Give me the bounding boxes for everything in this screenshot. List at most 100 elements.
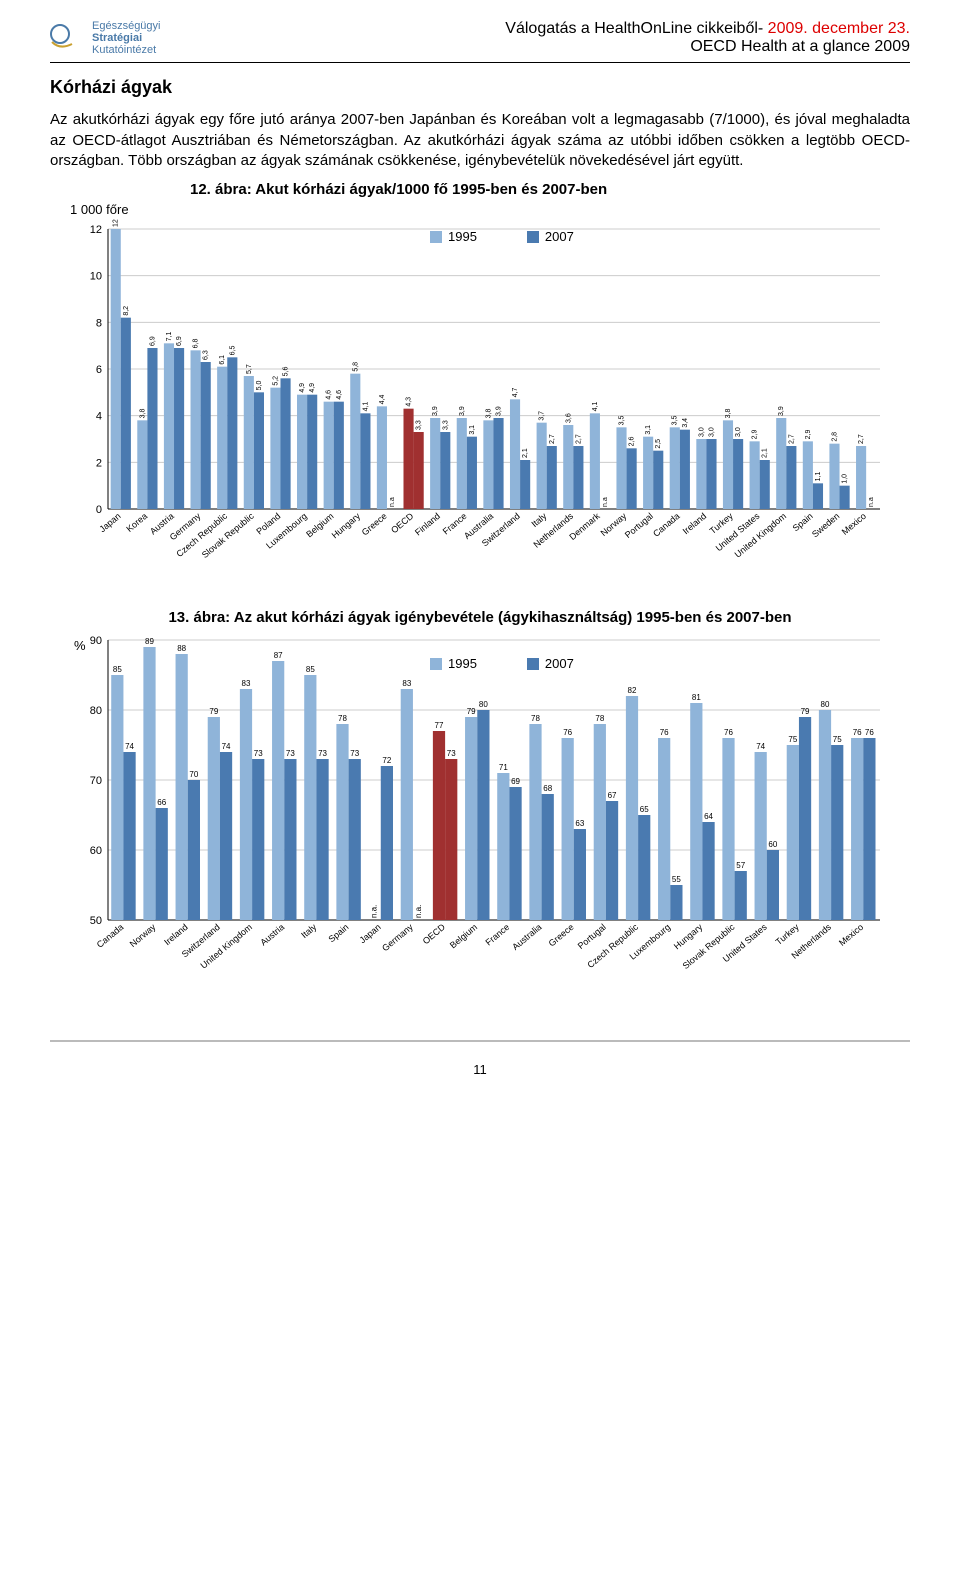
svg-text:88: 88 bbox=[177, 644, 186, 653]
svg-text:5,7: 5,7 bbox=[246, 364, 253, 374]
svg-text:85: 85 bbox=[306, 665, 315, 674]
svg-text:89: 89 bbox=[145, 637, 154, 646]
chart1-svg: 02468101212,08,2Japan3,86,9Korea7,16,9Au… bbox=[70, 219, 890, 599]
svg-text:2,7: 2,7 bbox=[858, 434, 865, 444]
svg-text:6,8: 6,8 bbox=[193, 339, 200, 349]
svg-text:60: 60 bbox=[768, 840, 777, 849]
svg-text:2,7: 2,7 bbox=[549, 434, 556, 444]
page-header: Egészségügyi Stratégiai Kutatóintézet Vá… bbox=[50, 20, 910, 56]
svg-text:76: 76 bbox=[660, 728, 669, 737]
logo-icon bbox=[50, 24, 86, 52]
svg-text:50: 50 bbox=[90, 915, 102, 927]
svg-text:Italy: Italy bbox=[529, 511, 548, 530]
svg-text:80: 80 bbox=[90, 705, 102, 717]
svg-text:3,7: 3,7 bbox=[539, 411, 546, 421]
header-title-line2: OECD Health at a glance 2009 bbox=[505, 38, 910, 56]
svg-text:87: 87 bbox=[274, 651, 283, 660]
legend-label: 1995 bbox=[448, 229, 477, 244]
svg-text:75: 75 bbox=[788, 735, 797, 744]
chart1: 1995 2007 02468101212,08,2Japan3,86,9Kor… bbox=[70, 219, 890, 599]
svg-text:55: 55 bbox=[672, 875, 681, 884]
svg-text:73: 73 bbox=[254, 749, 263, 758]
svg-text:78: 78 bbox=[595, 714, 604, 723]
svg-text:Ireland: Ireland bbox=[681, 511, 709, 536]
svg-text:83: 83 bbox=[402, 679, 411, 688]
logo: Egészségügyi Stratégiai Kutatóintézet bbox=[50, 20, 161, 56]
svg-text:71: 71 bbox=[499, 763, 508, 772]
svg-text:Greece: Greece bbox=[360, 511, 389, 538]
svg-text:4,3: 4,3 bbox=[406, 397, 413, 407]
chart2-legend-2007: 2007 bbox=[527, 656, 574, 671]
svg-text:73: 73 bbox=[286, 749, 295, 758]
svg-text:5,2: 5,2 bbox=[272, 376, 279, 386]
logo-text: Egészségügyi Stratégiai Kutatóintézet bbox=[92, 20, 161, 56]
svg-text:Japan: Japan bbox=[357, 922, 382, 945]
svg-text:3,5: 3,5 bbox=[619, 416, 626, 426]
svg-text:8,2: 8,2 bbox=[123, 306, 130, 316]
footer-rule bbox=[50, 1040, 910, 1042]
svg-text:OECD: OECD bbox=[421, 922, 448, 947]
svg-text:Finland: Finland bbox=[413, 511, 442, 538]
svg-text:2,5: 2,5 bbox=[655, 439, 662, 449]
legend-box-icon bbox=[527, 231, 539, 243]
svg-text:73: 73 bbox=[318, 749, 327, 758]
svg-text:3,0: 3,0 bbox=[708, 427, 715, 437]
chart1-legend-1995: 1995 bbox=[430, 229, 477, 244]
svg-text:6,3: 6,3 bbox=[203, 350, 210, 360]
svg-text:81: 81 bbox=[692, 693, 701, 702]
svg-text:Norway: Norway bbox=[128, 922, 158, 950]
svg-text:73: 73 bbox=[350, 749, 359, 758]
svg-text:69: 69 bbox=[511, 777, 520, 786]
svg-text:74: 74 bbox=[756, 742, 765, 751]
chart2-legend: 1995 2007 bbox=[430, 656, 574, 671]
svg-text:78: 78 bbox=[338, 714, 347, 723]
chart1-caption: 12. ábra: Akut kórházi ágyak/1000 fő 199… bbox=[50, 181, 910, 198]
svg-text:Denmark: Denmark bbox=[567, 511, 602, 542]
svg-text:76: 76 bbox=[865, 728, 874, 737]
svg-text:2,8: 2,8 bbox=[831, 432, 838, 442]
svg-text:63: 63 bbox=[575, 819, 584, 828]
svg-text:Canada: Canada bbox=[651, 511, 682, 539]
svg-text:3,1: 3,1 bbox=[645, 425, 652, 435]
svg-text:4,9: 4,9 bbox=[299, 383, 306, 393]
svg-text:4: 4 bbox=[96, 411, 102, 423]
chart2-caption: 13. ábra: Az akut kórházi ágyak igénybev… bbox=[50, 609, 910, 626]
chart1-legend: 1995 2007 bbox=[430, 229, 574, 244]
svg-text:Italy: Italy bbox=[299, 922, 318, 941]
svg-text:0: 0 bbox=[96, 504, 102, 516]
svg-text:76: 76 bbox=[853, 728, 862, 737]
chart2: % 1995 2007 50607080908574Canada8966Norw… bbox=[70, 630, 890, 1010]
chart2-legend-1995: 1995 bbox=[430, 656, 477, 671]
svg-text:Mexico: Mexico bbox=[837, 922, 865, 948]
svg-text:2,1: 2,1 bbox=[762, 448, 769, 458]
header-title-prefix: Válogatás a HealthOnLine cikkeiből- bbox=[505, 20, 767, 37]
svg-text:n.a: n.a bbox=[868, 497, 875, 507]
section-title: Kórházi ágyak bbox=[50, 77, 910, 98]
svg-text:70: 70 bbox=[90, 775, 102, 787]
svg-text:3,1: 3,1 bbox=[469, 425, 476, 435]
svg-text:1,0: 1,0 bbox=[842, 474, 849, 484]
svg-text:Belgium: Belgium bbox=[448, 922, 479, 951]
header-title-line1: Válogatás a HealthOnLine cikkeiből- 2009… bbox=[505, 20, 910, 38]
svg-text:80: 80 bbox=[479, 700, 488, 709]
svg-text:5,8: 5,8 bbox=[352, 362, 359, 372]
svg-text:3,0: 3,0 bbox=[698, 427, 705, 437]
svg-text:4,4: 4,4 bbox=[379, 395, 386, 405]
legend-box-icon bbox=[527, 658, 539, 670]
svg-text:Ireland: Ireland bbox=[162, 922, 190, 947]
svg-text:64: 64 bbox=[704, 812, 713, 821]
legend-label: 1995 bbox=[448, 656, 477, 671]
svg-text:Sweden: Sweden bbox=[810, 511, 841, 540]
logo-line1: Egészségügyi bbox=[92, 20, 161, 32]
svg-text:4,1: 4,1 bbox=[362, 402, 369, 412]
svg-text:79: 79 bbox=[467, 707, 476, 716]
header-title: Válogatás a HealthOnLine cikkeiből- 2009… bbox=[505, 20, 910, 56]
svg-text:70: 70 bbox=[189, 770, 198, 779]
svg-text:76: 76 bbox=[563, 728, 572, 737]
svg-text:3,9: 3,9 bbox=[496, 406, 503, 416]
svg-text:82: 82 bbox=[628, 686, 637, 695]
svg-text:6: 6 bbox=[96, 364, 102, 376]
svg-text:2,1: 2,1 bbox=[522, 448, 529, 458]
chart2-unit: % bbox=[74, 638, 86, 653]
svg-text:7,1: 7,1 bbox=[166, 332, 173, 342]
